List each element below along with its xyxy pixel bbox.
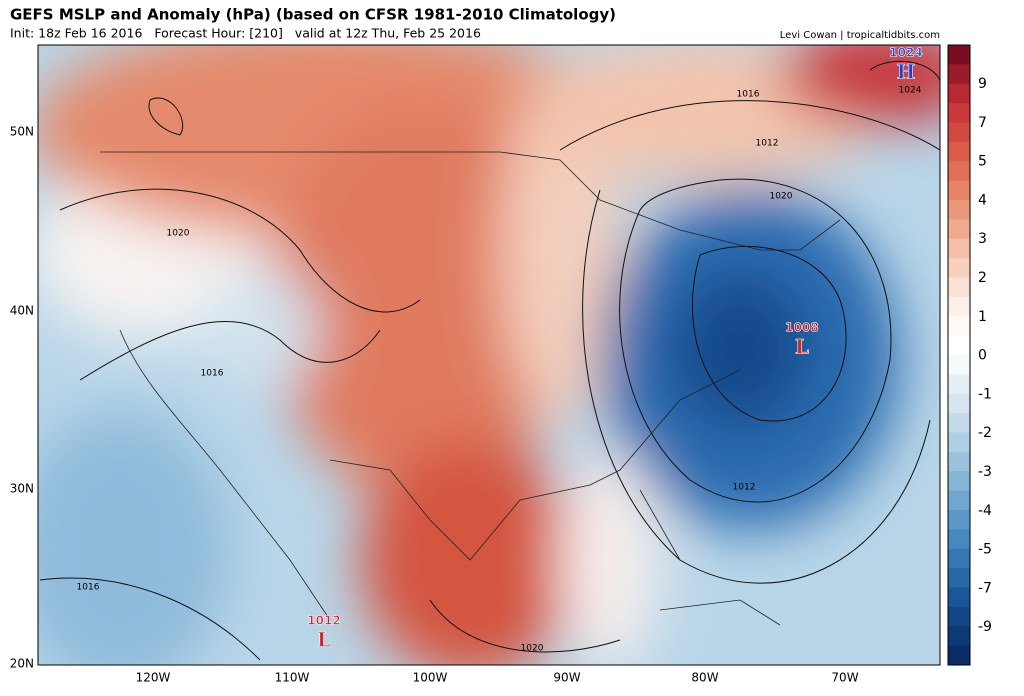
colorbar-label: 3 (978, 231, 987, 247)
colorbar-band (948, 432, 970, 453)
colorbar-band (948, 374, 970, 395)
colorbar-band (948, 529, 970, 550)
colorbar-label: -9 (978, 619, 992, 635)
colorbar-band (948, 626, 970, 647)
colorbar-frame (947, 44, 971, 666)
center-letter: L (795, 335, 809, 359)
colorbar-band (948, 141, 970, 162)
colorbar-band (948, 238, 970, 259)
isobar-label: 1016 (201, 369, 224, 379)
credit: Levi Cowan | tropicaltidbits.com (780, 30, 940, 41)
lon-label: 80W (691, 671, 718, 685)
isobar-label: 1020 (521, 644, 544, 654)
colorbar-band (948, 355, 970, 375)
colorbar-band (948, 219, 970, 240)
isobar-label: 1012 (733, 483, 756, 493)
colorbar-band (948, 180, 970, 201)
colorbar-label: 2 (978, 270, 987, 286)
isobar-label: 1024 (899, 86, 922, 96)
colorbar-band (948, 316, 970, 337)
center-letter: L (317, 628, 331, 652)
colorbar-label: -2 (978, 425, 992, 441)
colorbar-band (948, 200, 970, 220)
colorbar-band (948, 296, 970, 317)
map-frame (37, 44, 941, 666)
colorbar-band (948, 277, 970, 298)
colorbar-band (948, 161, 970, 182)
colorbar (948, 45, 970, 666)
colorbar-band (948, 83, 970, 104)
colorbar-label: -3 (978, 464, 992, 480)
isobar-label: 1020 (770, 192, 793, 202)
isobar-label: 1012 (756, 139, 779, 149)
lon-label: 70W (831, 671, 858, 685)
colorbar-band (948, 510, 970, 530)
map (38, 45, 940, 665)
colorbar-band (948, 258, 970, 278)
colorbar-band (948, 122, 970, 143)
colorbar-band (948, 451, 970, 472)
colorbar-label: 9 (978, 76, 987, 92)
lat-label: 20N (10, 657, 34, 671)
isobar-label: 1020 (167, 229, 190, 239)
isobar-label: 1016 (737, 90, 760, 100)
colorbar-band (948, 64, 970, 85)
colorbar-band (948, 606, 970, 627)
colorbar-label: 5 (978, 154, 987, 170)
subtitle: Init: 18z Feb 16 2016 Forecast Hour: [21… (10, 26, 481, 41)
center-value: 1024 (889, 46, 922, 60)
colorbar-band (948, 45, 970, 65)
colorbar-label: 1 (978, 309, 987, 325)
title: GEFS MSLP and Anomaly (hPa) (based on CF… (10, 6, 616, 24)
colorbar-label: 4 (978, 192, 987, 208)
colorbar-label: -4 (978, 503, 992, 519)
lon-label: 120W (136, 671, 171, 685)
colorbar-band (948, 490, 970, 511)
lat-label: 30N (10, 482, 34, 496)
colorbar-label: -5 (978, 542, 992, 558)
lon-label: 90W (553, 671, 580, 685)
colorbar-band (948, 645, 970, 666)
center-value: 1008 (785, 321, 818, 335)
center-value: 1012 (307, 614, 340, 628)
colorbar-band (948, 587, 970, 608)
lon-label: 100W (413, 671, 448, 685)
lat-label: 50N (10, 125, 34, 139)
colorbar-label: 0 (978, 348, 987, 364)
colorbar-band (948, 548, 970, 569)
colorbar-label: 7 (978, 115, 987, 131)
colorbar-label: -1 (978, 386, 992, 402)
lat-label: 40N (10, 304, 34, 318)
colorbar-band (948, 335, 970, 356)
colorbar-band (948, 393, 970, 414)
colorbar-label: -7 (978, 580, 992, 596)
colorbar-band (948, 103, 970, 123)
isobar-label: 1016 (77, 583, 100, 593)
colorbar-band (948, 413, 970, 433)
lon-label: 110W (275, 671, 310, 685)
colorbar-band (948, 471, 970, 492)
colorbar-band (948, 568, 970, 588)
center-letter: H (897, 60, 916, 84)
